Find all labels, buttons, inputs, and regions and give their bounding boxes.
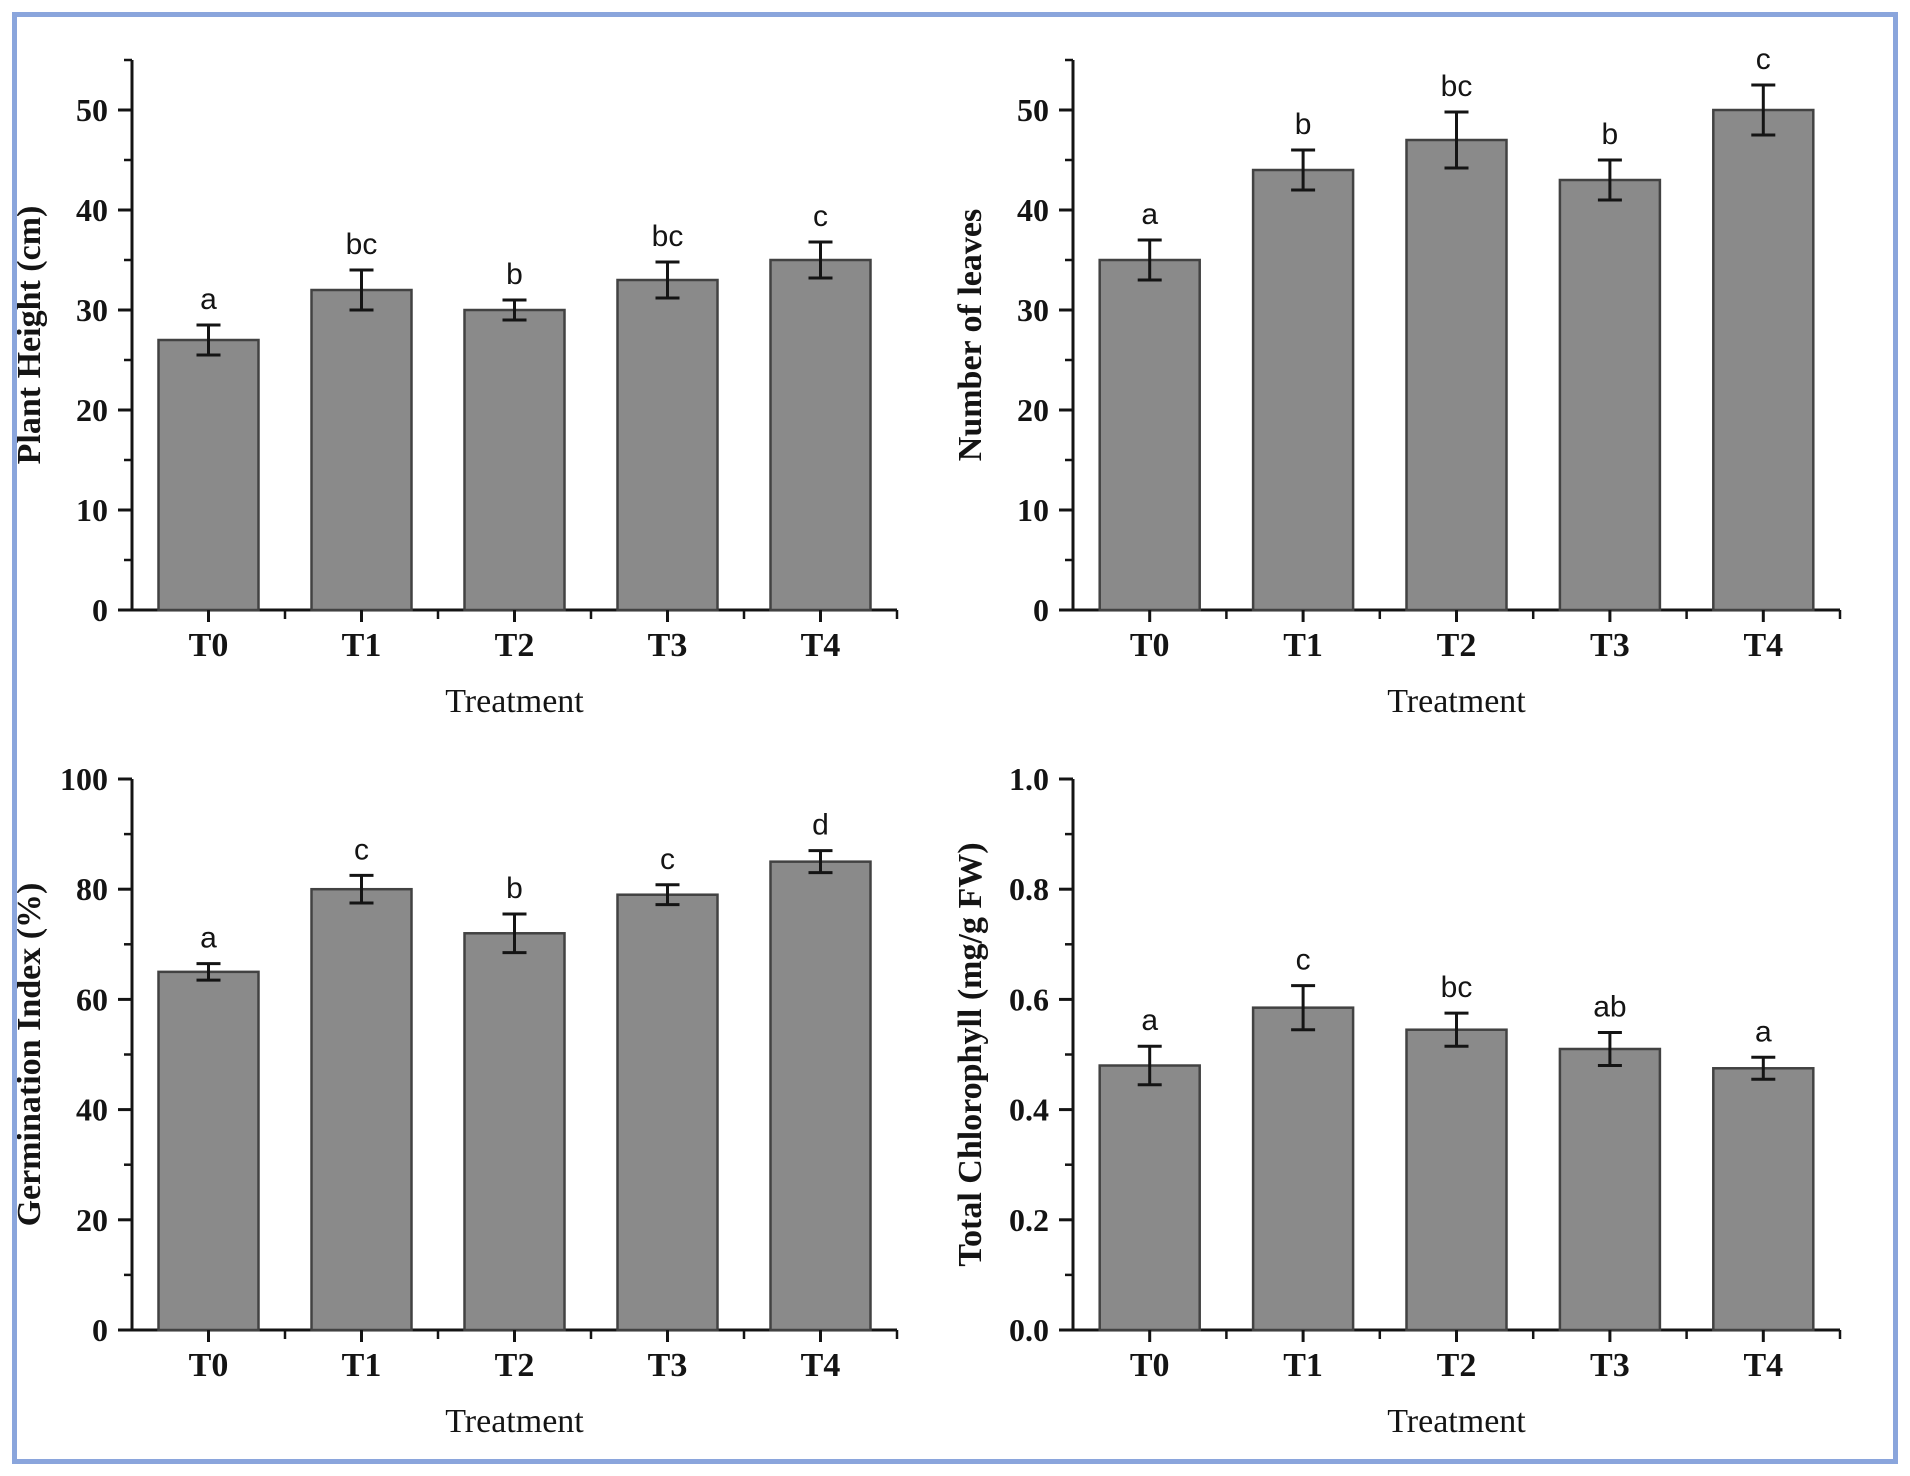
sig-letter-T0: a (1141, 198, 1158, 231)
category-label-T1: T1 (342, 1347, 382, 1384)
category-label-T4: T4 (801, 627, 841, 664)
bar-T4 (1712, 108, 1815, 612)
bar-T1 (310, 887, 413, 1332)
y-tick-label: 0.4 (1009, 1092, 1049, 1128)
category-label-T2: T2 (495, 1347, 535, 1384)
y-tick-label: 20 (1017, 392, 1049, 428)
bar-T2 (463, 932, 566, 1332)
y-tick-label: 0 (92, 1312, 108, 1348)
y-tick-label: 40 (1017, 192, 1049, 228)
bar-T3 (616, 893, 719, 1332)
category-label-T3: T3 (1590, 1347, 1630, 1384)
sig-letter-T2: b (506, 258, 523, 291)
chart-bottom-left: 0 20 40 60 80 100 a T0 c T1 b T2 c T3 d T4 Treatment Germ… (11, 761, 899, 1440)
category-label-T2: T2 (495, 627, 535, 664)
bar-T3 (1558, 178, 1662, 612)
bar-T2 (1405, 1028, 1508, 1332)
category-label-T3: T3 (1590, 627, 1630, 664)
sig-letter-T1: bc (346, 228, 378, 261)
chart-top-right: 0 10 20 30 40 50 a T0 b T1 bc T2 b T3 c T4 Treatment Numb… (952, 43, 1842, 720)
y-tick-label: 0 (1033, 592, 1049, 628)
y-tick-label: 0.0 (1009, 1312, 1049, 1348)
sig-letter-T1: b (1295, 108, 1312, 141)
y-tick-label: 50 (76, 92, 108, 128)
bar-T0 (157, 970, 260, 1332)
bar-T3 (1558, 1047, 1662, 1332)
y-tick-label: 10 (76, 492, 108, 528)
y-tick-label: 60 (76, 981, 108, 1017)
category-label-T1: T1 (342, 627, 382, 664)
sig-letter-T0: a (1141, 1004, 1158, 1037)
sig-letter-T1: c (354, 833, 369, 866)
bar-T2 (1405, 138, 1508, 612)
category-label-T2: T2 (1437, 627, 1477, 664)
sig-letter-T1: c (1296, 944, 1311, 977)
bar-T1 (1251, 168, 1355, 612)
y-tick-label: 50 (1017, 92, 1049, 128)
x-axis-title: Treatment (445, 683, 584, 720)
chart-top-left: 0 10 20 30 40 50 a T0 bc T1 b T2 bc T3 c T4 Treatment Pla… (11, 58, 899, 720)
sig-letter-T4: c (1756, 43, 1771, 76)
y-tick-label: 30 (76, 292, 108, 328)
category-label-T3: T3 (648, 1347, 688, 1384)
bar-T0 (157, 338, 260, 612)
y-tick-label: 10 (1017, 492, 1049, 528)
sig-letter-T2: b (506, 872, 523, 905)
bar-T0 (1098, 1064, 1201, 1332)
sig-letter-T0: a (200, 283, 217, 316)
chart-bottom-right: 0.0 0.2 0.4 0.6 0.8 1.0 a T0 c T1 bc T2 ab T3 a T4 Treat… (952, 761, 1842, 1440)
sig-letter-T4: d (812, 809, 829, 842)
bar-T4 (1712, 1067, 1815, 1332)
sig-letter-T3: bc (652, 220, 684, 253)
sig-letter-T4: a (1755, 1015, 1772, 1048)
category-label-T0: T0 (1130, 1347, 1170, 1384)
category-label-T0: T0 (1130, 627, 1170, 664)
y-tick-label: 0.6 (1009, 981, 1049, 1017)
category-label-T3: T3 (648, 627, 688, 664)
category-label-T1: T1 (1283, 627, 1323, 664)
sig-letter-T2: bc (1441, 971, 1473, 1004)
sig-letter-T3: c (660, 843, 675, 876)
sig-letter-T3: ab (1593, 990, 1626, 1023)
category-label-T2: T2 (1437, 1347, 1477, 1384)
category-label-T4: T4 (1743, 1347, 1783, 1384)
category-label-T0: T0 (189, 1347, 229, 1384)
sig-letter-T4: c (813, 200, 828, 233)
y-axis-title: Total Chlorophyll (mg/g FW) (952, 842, 989, 1266)
y-tick-label: 0 (92, 592, 108, 628)
sig-letter-T3: b (1602, 118, 1619, 151)
bar-T4 (769, 258, 872, 612)
y-tick-label: 100 (60, 761, 108, 797)
sig-letter-T2: bc (1441, 70, 1473, 103)
bar-T2 (463, 308, 566, 612)
y-tick-label: 80 (76, 871, 108, 907)
y-axis-title: Number of leaves (952, 209, 989, 461)
y-tick-label: 20 (76, 392, 108, 428)
bar-T4 (769, 860, 872, 1332)
x-axis-title: Treatment (1387, 1403, 1526, 1440)
y-tick-label: 0.2 (1009, 1202, 1049, 1238)
y-axis-title: Germination Index (%) (11, 883, 48, 1227)
x-axis-title: Treatment (1387, 683, 1526, 720)
y-tick-label: 1.0 (1009, 761, 1049, 797)
category-label-T0: T0 (189, 627, 229, 664)
y-tick-label: 20 (76, 1202, 108, 1238)
bar-T3 (616, 278, 719, 612)
y-axis-title: Plant Height (cm) (11, 206, 48, 465)
y-tick-label: 40 (76, 192, 108, 228)
bar-T1 (310, 288, 413, 612)
category-label-T4: T4 (1743, 627, 1783, 664)
x-axis-title: Treatment (445, 1403, 584, 1440)
bar-T1 (1251, 1006, 1355, 1332)
category-label-T1: T1 (1283, 1347, 1323, 1384)
category-label-T4: T4 (801, 1347, 841, 1384)
bar-T0 (1098, 258, 1201, 612)
y-tick-label: 0.8 (1009, 871, 1049, 907)
y-tick-label: 40 (76, 1092, 108, 1128)
y-tick-label: 30 (1017, 292, 1049, 328)
sig-letter-T0: a (200, 922, 217, 955)
